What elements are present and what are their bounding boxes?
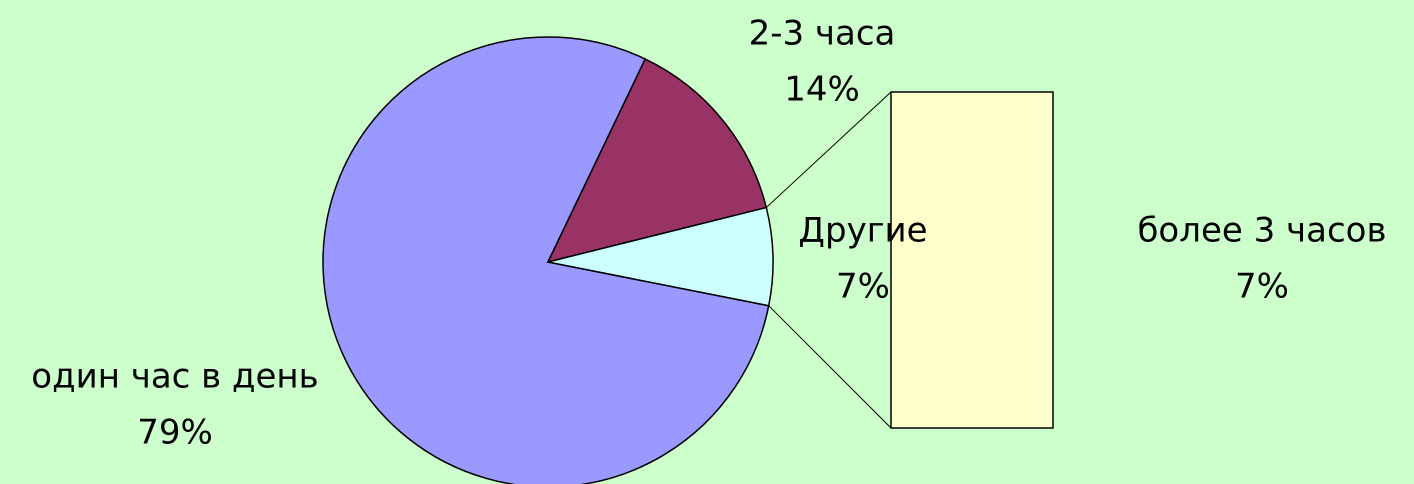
connector-line xyxy=(768,305,892,429)
slice-category-label: один час в день xyxy=(31,357,318,397)
slice-value-label: 79% xyxy=(137,413,213,453)
pie-slice xyxy=(322,36,770,484)
bar-value-label: 7% xyxy=(1235,267,1289,307)
slice-category-label: Другие xyxy=(798,211,927,251)
pie-slice xyxy=(547,206,774,307)
bar-category-label: более 3 часов xyxy=(1137,211,1386,251)
slice-value-label: 7% xyxy=(836,267,890,307)
connector-line xyxy=(765,91,892,208)
bar-segment xyxy=(890,91,1054,429)
pie-slice xyxy=(546,58,768,264)
slice-value-label: 14% xyxy=(784,70,860,110)
slice-category-label: 2-3 часа xyxy=(749,14,896,54)
